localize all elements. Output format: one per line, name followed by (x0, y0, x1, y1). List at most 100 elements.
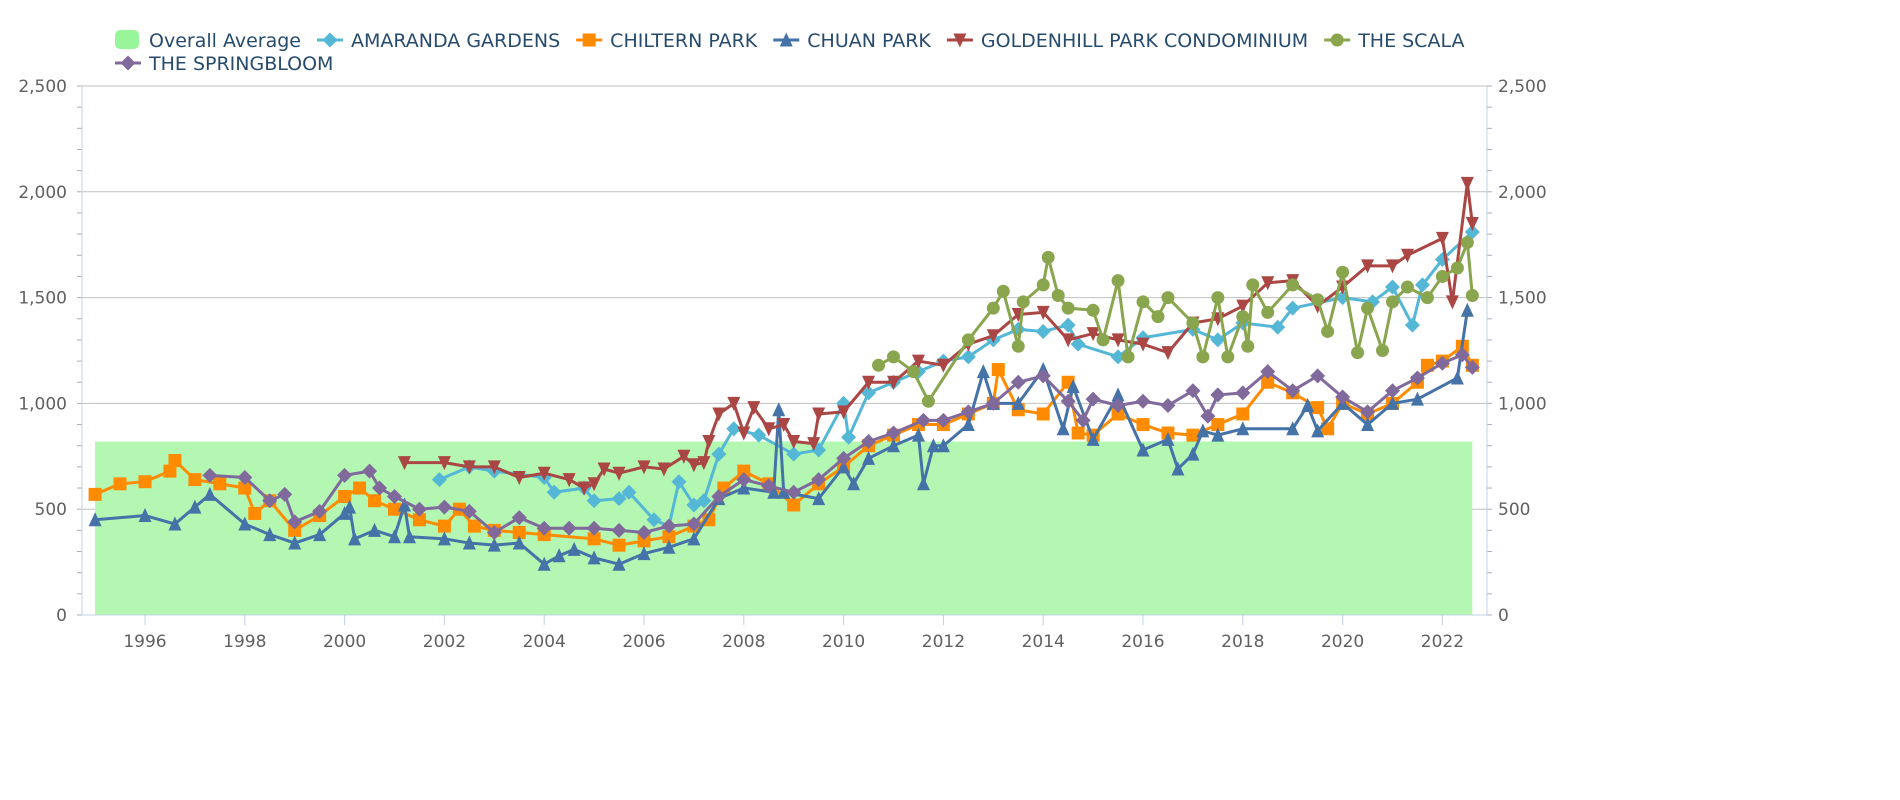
data-point-amaranda-gardens[interactable] (786, 446, 802, 462)
data-point-the-springbloom[interactable] (486, 524, 502, 540)
data-point-chiltern-park[interactable] (662, 530, 676, 544)
data-point-the-scala[interactable] (1096, 333, 1110, 347)
data-point-chiltern-park[interactable] (702, 513, 716, 527)
data-point-chiltern-park[interactable] (637, 534, 651, 548)
data-point-chiltern-park[interactable] (1071, 426, 1085, 440)
data-point-the-springbloom[interactable] (1010, 374, 1026, 390)
data-point-the-scala[interactable] (1286, 278, 1300, 292)
data-point-amaranda-gardens[interactable] (861, 385, 877, 401)
data-point-the-scala[interactable] (961, 333, 975, 347)
data-point-amaranda-gardens[interactable] (1464, 224, 1480, 240)
data-point-the-springbloom[interactable] (886, 425, 901, 441)
data-point-goldenhill-park-condominium[interactable] (936, 358, 950, 373)
data-point-the-scala[interactable] (1186, 316, 1200, 330)
data-point-amaranda-gardens[interactable] (546, 484, 562, 500)
data-point-the-scala[interactable] (1036, 278, 1050, 292)
data-point-goldenhill-park-condominium[interactable] (1445, 295, 1459, 310)
data-point-amaranda-gardens[interactable] (646, 512, 662, 528)
data-point-goldenhill-park-condominium[interactable] (986, 329, 1000, 344)
data-point-the-springbloom[interactable] (411, 501, 427, 517)
data-point-the-springbloom[interactable] (1409, 370, 1425, 386)
data-point-chuan-park[interactable] (1056, 421, 1070, 436)
data-point-chuan-park[interactable] (777, 484, 791, 499)
data-point-the-scala[interactable] (921, 394, 935, 408)
data-point-the-scala[interactable] (1386, 295, 1399, 309)
data-point-goldenhill-park-condominium[interactable] (462, 460, 476, 475)
data-point-chiltern-park[interactable] (163, 464, 177, 478)
data-point-chiltern-park[interactable] (412, 513, 426, 527)
data-point-goldenhill-park-condominium[interactable] (397, 456, 411, 471)
data-point-chuan-park[interactable] (1410, 391, 1424, 406)
data-point-chuan-park[interactable] (1386, 395, 1399, 410)
data-point-chuan-park[interactable] (313, 527, 327, 542)
data-point-the-springbloom[interactable] (1135, 393, 1151, 409)
data-point-chiltern-park[interactable] (113, 477, 127, 491)
data-point-amaranda-gardens[interactable] (611, 491, 627, 507)
data-point-the-springbloom[interactable] (960, 404, 976, 420)
data-point-the-springbloom[interactable] (461, 503, 477, 519)
data-point-the-springbloom[interactable] (1210, 387, 1226, 403)
data-point-chuan-park[interactable] (343, 499, 357, 514)
data-point-chuan-park[interactable] (1186, 446, 1200, 461)
data-point-the-springbloom[interactable] (1285, 383, 1301, 399)
data-point-amaranda-gardens[interactable] (1414, 277, 1430, 293)
data-point-amaranda-gardens[interactable] (431, 472, 447, 488)
data-point-chiltern-park[interactable] (437, 519, 451, 533)
data-point-the-springbloom[interactable] (337, 467, 353, 483)
data-point-chiltern-park[interactable] (288, 523, 302, 537)
data-point-the-springbloom[interactable] (1454, 347, 1470, 363)
data-point-the-scala[interactable] (1061, 301, 1075, 315)
data-point-the-scala[interactable] (1435, 269, 1449, 283)
data-point-goldenhill-park-condominium[interactable] (702, 434, 716, 449)
data-point-goldenhill-park-condominium[interactable] (1111, 333, 1125, 348)
data-point-the-springbloom[interactable] (935, 412, 951, 428)
data-point-chuan-park[interactable] (847, 476, 861, 491)
data-point-chuan-park[interactable] (662, 539, 676, 554)
data-point-chuan-park[interactable] (567, 541, 581, 556)
data-point-amaranda-gardens[interactable] (841, 429, 857, 445)
data-point-the-springbloom[interactable] (636, 524, 652, 540)
data-point-chuan-park[interactable] (1450, 370, 1464, 385)
data-point-chuan-park[interactable] (1211, 427, 1225, 442)
data-point-the-springbloom[interactable] (312, 503, 328, 519)
data-point-the-scala[interactable] (1086, 303, 1100, 317)
data-point-chuan-park[interactable] (1171, 461, 1185, 476)
data-point-the-springbloom[interactable] (1464, 359, 1480, 375)
data-point-chiltern-park[interactable] (388, 502, 401, 516)
data-point-goldenhill-park-condominium[interactable] (587, 477, 601, 492)
data-point-chiltern-park[interactable] (1311, 401, 1325, 415)
data-point-chuan-park[interactable] (537, 556, 551, 571)
data-point-the-springbloom[interactable] (661, 518, 677, 534)
data-point-the-scala[interactable] (1376, 344, 1390, 357)
data-point-chuan-park[interactable] (1111, 387, 1125, 402)
data-point-chuan-park[interactable] (862, 450, 876, 465)
legend-item[interactable]: CHUAN PARK (773, 30, 931, 52)
data-point-the-springbloom[interactable] (811, 472, 827, 488)
data-point-goldenhill-park-condominium[interactable] (777, 418, 791, 433)
data-point-amaranda-gardens[interactable] (1385, 279, 1400, 295)
data-point-the-scala[interactable] (1111, 274, 1125, 288)
data-point-chuan-park[interactable] (1286, 421, 1300, 436)
data-point-goldenhill-park-condominium[interactable] (747, 401, 761, 416)
data-point-the-scala[interactable] (1136, 295, 1150, 309)
data-point-goldenhill-park-condominium[interactable] (1086, 327, 1100, 342)
data-point-the-springbloom[interactable] (736, 472, 752, 488)
data-point-the-springbloom[interactable] (277, 486, 293, 502)
data-point-chuan-park[interactable] (88, 512, 102, 527)
data-point-goldenhill-park-condominium[interactable] (712, 407, 726, 422)
data-point-goldenhill-park-condominium[interactable] (687, 458, 701, 473)
data-point-goldenhill-park-condominium[interactable] (1036, 305, 1050, 320)
legend-item[interactable]: AMARANDA GARDENS (316, 30, 560, 52)
data-point-chuan-park[interactable] (402, 529, 416, 544)
data-point-chuan-park[interactable] (637, 546, 651, 561)
data-point-the-springbloom[interactable] (1035, 368, 1051, 384)
data-point-chiltern-park[interactable] (1036, 407, 1050, 421)
data-point-goldenhill-park-condominium[interactable] (1460, 176, 1474, 191)
data-point-chuan-park[interactable] (737, 480, 751, 495)
data-point-chuan-park[interactable] (397, 497, 411, 512)
data-point-chuan-park[interactable] (1136, 442, 1150, 457)
data-point-goldenhill-park-condominium[interactable] (1161, 346, 1175, 361)
data-point-the-springbloom[interactable] (287, 514, 303, 530)
data-point-goldenhill-park-condominium[interactable] (1136, 337, 1150, 352)
data-point-the-springbloom[interactable] (1185, 383, 1201, 399)
